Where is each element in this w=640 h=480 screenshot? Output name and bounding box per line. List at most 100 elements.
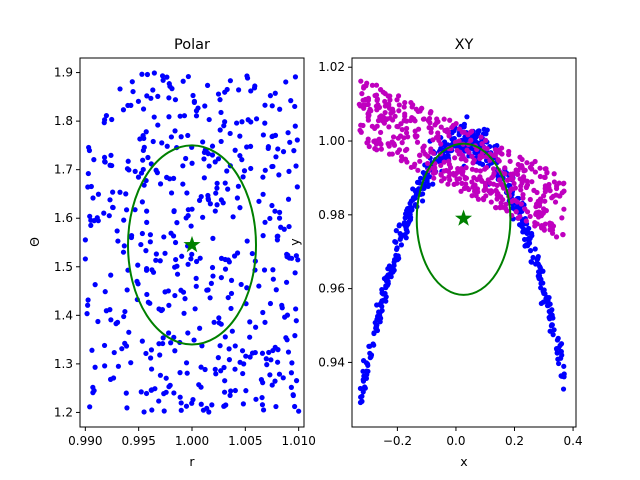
polar-point [260, 174, 266, 180]
polar-point [214, 180, 220, 186]
polar-point [148, 355, 154, 361]
polar-point [273, 287, 279, 293]
polar-point [209, 152, 216, 158]
xy-point-magenta [412, 161, 418, 167]
polar-point [224, 168, 230, 174]
xy-y-ticks: 0.94 0.96 0.98 1.00 1.02 [318, 60, 352, 369]
polar-point [129, 79, 135, 85]
polar-point [209, 402, 215, 408]
xy-point-blue [520, 221, 526, 228]
polar-point [155, 93, 161, 99]
polar-point [237, 133, 243, 139]
polar-point [172, 239, 179, 246]
polar-point [147, 239, 153, 245]
polar-point [288, 384, 294, 390]
polar-point [262, 102, 268, 108]
polar-point [293, 306, 299, 312]
xy-point-magenta [524, 209, 531, 215]
xy-point-magenta [486, 188, 492, 194]
xy-point-magenta [521, 174, 527, 180]
xy-point-magenta [412, 133, 418, 139]
polar-point [168, 340, 174, 346]
polar-point [89, 347, 95, 353]
polar-point [183, 360, 190, 366]
polar-point [135, 174, 142, 180]
xy-point-magenta [544, 170, 550, 176]
polar-point [148, 347, 155, 353]
xy-point-magenta [438, 172, 444, 178]
polar-y-label: Θ [27, 237, 42, 247]
polar-point [287, 139, 293, 145]
xy-point-blue [550, 332, 556, 338]
xy-point-blue [358, 394, 364, 400]
xy-point-magenta [446, 158, 452, 164]
polar-point [200, 139, 206, 145]
polar-point [283, 79, 289, 85]
polar-point [82, 256, 88, 262]
xy-point-magenta [438, 141, 444, 147]
polar-point [120, 107, 127, 113]
polar-x-label: r [189, 454, 195, 469]
xy-point-magenta [541, 193, 547, 199]
polar-point [226, 357, 232, 363]
xy-y-tick-label: 1.02 [318, 60, 345, 74]
polar-point [171, 175, 177, 181]
xy-point-blue [410, 186, 416, 192]
xy-point-magenta [462, 175, 468, 182]
polar-point [132, 168, 138, 174]
xy-point-magenta [551, 179, 558, 185]
xy-point-blue [559, 373, 565, 379]
polar-point [135, 98, 142, 104]
xy-point-magenta [382, 91, 388, 97]
polar-point [262, 319, 268, 325]
polar-point [166, 81, 172, 87]
polar-point [150, 87, 156, 93]
polar-point [157, 181, 164, 187]
polar-point [151, 114, 157, 120]
polar-point [228, 305, 234, 312]
polar-point [253, 396, 259, 402]
xy-point-magenta [553, 234, 560, 240]
xy-point-magenta [513, 167, 519, 173]
xy-point-magenta [450, 170, 457, 177]
polar-point [130, 88, 136, 95]
xy-point-magenta [415, 126, 422, 132]
polar-point [140, 106, 147, 112]
polar-y-tick-label: 1.3 [54, 357, 73, 371]
polar-point [273, 403, 279, 410]
polar-point [123, 343, 130, 349]
polar-point [102, 117, 108, 123]
polar-point [256, 198, 262, 204]
xy-point-magenta [517, 154, 523, 160]
xy-point-blue [530, 254, 536, 261]
polar-point [239, 348, 246, 354]
polar-point [248, 165, 254, 172]
polar-point [148, 366, 155, 372]
xy-point-blue [539, 268, 545, 274]
polar-point [204, 405, 210, 411]
polar-point [228, 277, 235, 283]
polar-point [273, 154, 279, 160]
xy-point-magenta [428, 146, 434, 152]
xy-point-blue [383, 283, 389, 289]
xy-point-magenta [426, 115, 433, 122]
polar-point [172, 348, 178, 354]
polar-point [95, 318, 101, 325]
polar-point [193, 108, 200, 114]
polar-y-tick-label: 1.5 [54, 260, 73, 274]
polar-point [164, 174, 170, 180]
polar-point [172, 292, 178, 299]
xy-point-blue [527, 248, 534, 254]
polar-point [143, 267, 150, 273]
polar-point [276, 215, 283, 221]
polar-y-tick-label: 1.7 [54, 163, 73, 177]
polar-point [180, 78, 186, 84]
polar-point [278, 224, 284, 230]
xy-point-blue [398, 242, 405, 248]
polar-point [262, 167, 268, 173]
xy-point-magenta [374, 123, 380, 129]
polar-point [85, 184, 91, 190]
polar-point [232, 147, 238, 153]
polar-point [264, 362, 270, 368]
